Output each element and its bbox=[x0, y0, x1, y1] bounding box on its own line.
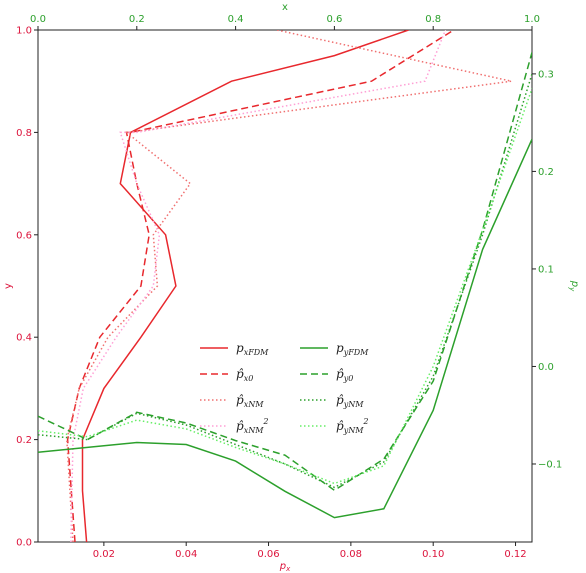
top-axis-label: x bbox=[282, 2, 288, 13]
green-series-group bbox=[38, 52, 532, 519]
top-tick-label: 0.8 bbox=[425, 14, 441, 25]
bottom-axis-label: px bbox=[279, 561, 291, 573]
top-tick-label: 0.6 bbox=[326, 14, 342, 25]
legend: pxFDM p̂x0 p̂xNM p̂xNM2 pyFDM p̂y0 p̂yNM p̂yNM2 bbox=[200, 341, 369, 435]
right-tick-label: 0.1 bbox=[538, 264, 554, 275]
red-series-1-line bbox=[66, 30, 455, 542]
top-tick-label: 1.0 bbox=[524, 14, 540, 25]
right-tick-label: 0.2 bbox=[538, 167, 554, 178]
bottom-tick-label: 0.10 bbox=[422, 549, 444, 560]
right-tick-label: 0.0 bbox=[538, 362, 554, 373]
bottom-tick-label: 0.02 bbox=[93, 549, 115, 560]
green-series-2-legend-label: p̂yNM bbox=[336, 393, 364, 409]
right-tick-label: 0.3 bbox=[538, 69, 554, 80]
red-series-3-line bbox=[70, 30, 447, 542]
bottom-tick-label: 0.08 bbox=[340, 549, 362, 560]
red-series-0-legend-label: pxFDM bbox=[236, 341, 269, 357]
left-tick-label: 1.0 bbox=[16, 26, 32, 37]
right-tick-label: −0.1 bbox=[538, 459, 562, 470]
left-tick-label: 0.8 bbox=[16, 128, 32, 139]
left-tick-label: 0.2 bbox=[16, 435, 32, 446]
red-series-3-legend-label: p̂xNM2 bbox=[236, 417, 268, 435]
left-tick-label: 0.0 bbox=[16, 538, 32, 549]
red-series-2-legend-label: p̂xNM bbox=[236, 393, 264, 409]
axis-ticks-group: 0.02 0.04 0.06 0.08 0.10 0.12 0.0 0.2 0.4 0.6 0.8 1… bbox=[16, 14, 562, 560]
plot-frame bbox=[37, 29, 533, 543]
bottom-tick-label: 0.06 bbox=[257, 549, 279, 560]
green-series-1-legend-label: p̂y0 bbox=[336, 367, 353, 383]
red-series-2-line bbox=[66, 30, 512, 542]
left-tick-label: 0.4 bbox=[16, 333, 32, 344]
left-axis-label: y bbox=[3, 283, 14, 289]
green-series-3-legend-label: p̂yNM2 bbox=[336, 417, 369, 435]
bottom-tick-label: 0.04 bbox=[175, 549, 197, 560]
top-tick-label: 0.0 bbox=[30, 14, 46, 25]
green-series-3-line bbox=[38, 88, 532, 485]
top-tick-label: 0.2 bbox=[129, 14, 145, 25]
green-series-1-line bbox=[38, 52, 532, 492]
top-tick-label: 0.4 bbox=[228, 14, 244, 25]
green-series-0-legend-label: pyFDM bbox=[336, 341, 369, 357]
red-series-1-legend-label: p̂x0 bbox=[236, 367, 253, 383]
bottom-tick-label: 0.12 bbox=[504, 549, 526, 560]
left-tick-label: 0.6 bbox=[16, 230, 32, 241]
right-axis-label: py bbox=[568, 280, 580, 292]
red-series-0-line bbox=[81, 30, 409, 542]
green-series-0-line bbox=[38, 138, 532, 519]
